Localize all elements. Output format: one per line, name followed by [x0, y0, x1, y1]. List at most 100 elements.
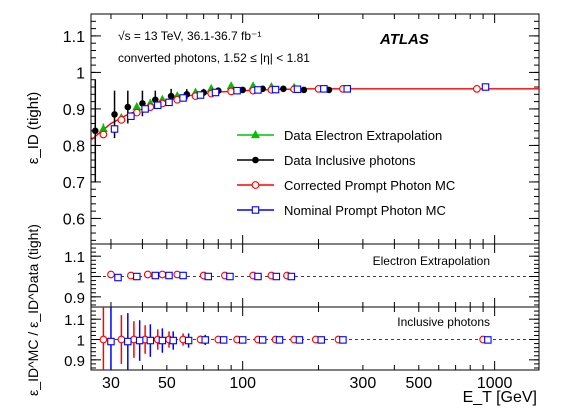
data-point: [317, 336, 325, 344]
data-point: [252, 156, 259, 164]
data-point: [152, 96, 159, 104]
data-point: [484, 336, 492, 344]
data-point: [143, 270, 152, 279]
atlas-label: ATLAS: [379, 31, 429, 48]
x-tick-label: 500: [405, 375, 432, 392]
data-point: [251, 206, 260, 214]
legend-entry: Data Electron Extrapolation: [237, 128, 442, 143]
y-tick-label: 1.1: [64, 249, 85, 266]
data-point: [295, 336, 304, 344]
x-tick-label: 50: [158, 375, 176, 392]
data-point: [139, 100, 146, 107]
data-point: [211, 88, 220, 97]
data-point: [110, 125, 119, 133]
data-point: [107, 337, 115, 346]
data-point: [167, 92, 175, 100]
data-point: [153, 101, 162, 110]
data-point: [111, 111, 118, 118]
data-point: [196, 91, 205, 99]
data-point: [158, 336, 167, 345]
data-point: [254, 272, 262, 281]
data-point: [91, 127, 99, 135]
data-point: [179, 271, 187, 280]
y-tick-label: 0.8: [63, 138, 85, 155]
y-tick-label: 0.7: [63, 175, 85, 192]
y-tick-label: 0.9: [63, 102, 85, 119]
data-point: [287, 272, 296, 281]
data-point: [339, 336, 347, 344]
data-point: [184, 336, 193, 345]
data-point: [272, 272, 281, 281]
y-tick-label: 1: [77, 333, 85, 350]
x-tick-label: 30: [102, 375, 120, 392]
ratio-inclusive-panel-frame: [90, 306, 540, 371]
y-tick-label: 1: [76, 65, 85, 82]
series-nominal-prompt-photon-mc: [114, 271, 296, 282]
data-point: [99, 130, 108, 139]
data-point: [275, 336, 284, 344]
ratio-ylabel: ε_ID^MC / ε_ID^Data (tight): [25, 224, 41, 396]
data-point: [179, 94, 187, 102]
legend-label: Data Electron Extrapolation: [284, 128, 442, 143]
ratio-electron-label: Electron Extrapolation: [373, 254, 490, 268]
data-point: [293, 85, 302, 93]
x-tick-label: 100: [229, 375, 256, 392]
data-point: [146, 336, 155, 345]
legend-entry: Data Inclusive photons: [237, 153, 416, 168]
y-tick-label: 0.9: [64, 353, 85, 370]
data-point: [165, 98, 173, 107]
legend-entry: Corrected Prompt Photon MC: [237, 178, 455, 193]
data-point: [141, 105, 149, 113]
data-point: [201, 336, 209, 344]
data-point: [251, 181, 260, 189]
legend-label: Nominal Prompt Photon MC: [284, 203, 446, 218]
data-point: [158, 270, 167, 279]
xlabel: E_T [GeV]: [463, 389, 537, 406]
data-point: [117, 335, 126, 344]
main-ylabel: ε_ID (tight): [25, 92, 42, 165]
data-point: [133, 272, 141, 281]
legend-label: Corrected Prompt Photon MC: [284, 178, 455, 193]
data-point: [169, 336, 177, 345]
legend-entry: Nominal Prompt Photon MC: [237, 203, 446, 218]
data-point: [219, 336, 228, 344]
y-tick-label: 0.6: [63, 211, 85, 228]
data-point: [258, 336, 267, 344]
data-point: [107, 270, 115, 279]
y-tick-label: 0.9: [64, 290, 85, 307]
data-point: [320, 85, 328, 93]
y-tick-label: 1.1: [64, 312, 85, 329]
data-point: [151, 271, 160, 280]
data-point: [473, 84, 481, 93]
data-point: [280, 85, 287, 93]
x-tick-label: 300: [350, 375, 377, 392]
selection-line: converted photons, 1.52 ≤ |η| < 1.81: [118, 51, 310, 65]
data-point: [254, 86, 262, 94]
data-point: [481, 83, 490, 91]
data-point: [233, 86, 241, 95]
data-point: [204, 272, 213, 281]
data-point: [99, 335, 108, 344]
series-corrected-prompt-photon-mc: [99, 84, 481, 139]
data-point: [114, 273, 122, 282]
data-point: [238, 336, 247, 344]
data-point: [165, 271, 173, 280]
data-point: [124, 337, 132, 346]
legend-label: Data Inclusive photons: [284, 153, 416, 168]
energy-line: √s = 13 TeV, 36.1-36.7 fb⁻¹: [118, 29, 261, 43]
data-point: [239, 86, 246, 94]
data-point: [300, 86, 308, 94]
data-point: [135, 336, 144, 345]
data-point: [271, 85, 280, 94]
data-point: [117, 116, 126, 124]
data-point: [127, 112, 135, 120]
x-tick-label: 1000: [477, 375, 513, 392]
data-point: [343, 85, 351, 93]
data-point: [124, 103, 132, 111]
series-nominal-prompt-photon-mc: [110, 83, 490, 133]
ratio-inclusive-label: Inclusive photons: [397, 315, 490, 329]
series-nominal-prompt-photon-mc: [107, 307, 492, 370]
y-tick-label: 1: [77, 270, 85, 287]
